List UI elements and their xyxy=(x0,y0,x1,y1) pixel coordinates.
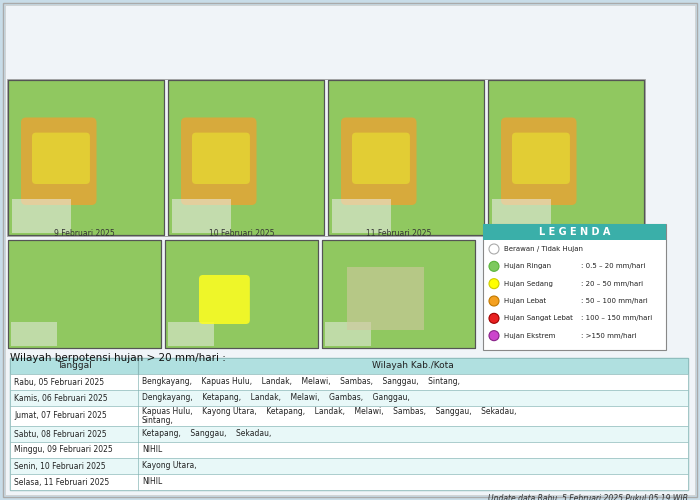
FancyBboxPatch shape xyxy=(21,118,97,205)
FancyBboxPatch shape xyxy=(32,132,90,184)
Text: Tanggal: Tanggal xyxy=(57,362,92,370)
FancyBboxPatch shape xyxy=(322,240,475,348)
FancyBboxPatch shape xyxy=(10,358,688,490)
FancyBboxPatch shape xyxy=(10,474,688,490)
Circle shape xyxy=(489,278,499,288)
Text: Wilayah Kab./Kota: Wilayah Kab./Kota xyxy=(372,362,454,370)
FancyBboxPatch shape xyxy=(10,442,688,458)
Text: Minggu, 09 Februari 2025: Minggu, 09 Februari 2025 xyxy=(14,446,113,454)
Text: Bengkayang,    Kapuas Hulu,    Landak,    Melawi,    Sambas,    Sanggau,    Sint: Bengkayang, Kapuas Hulu, Landak, Melawi,… xyxy=(142,378,460,386)
FancyBboxPatch shape xyxy=(8,80,164,235)
Text: Selasa, 11 Februari 2025: Selasa, 11 Februari 2025 xyxy=(14,478,109,486)
FancyBboxPatch shape xyxy=(332,199,391,233)
Text: Rabu, 05 Februari 2025: Rabu, 05 Februari 2025 xyxy=(14,378,104,386)
FancyBboxPatch shape xyxy=(12,199,71,233)
Text: : 0.5 – 20 mm/hari: : 0.5 – 20 mm/hari xyxy=(581,264,645,270)
FancyBboxPatch shape xyxy=(10,426,688,442)
FancyBboxPatch shape xyxy=(8,240,161,348)
Text: 11 Februari 2025: 11 Februari 2025 xyxy=(366,229,431,238)
FancyBboxPatch shape xyxy=(199,275,250,324)
FancyBboxPatch shape xyxy=(341,118,416,205)
FancyBboxPatch shape xyxy=(168,322,214,346)
Circle shape xyxy=(489,296,499,306)
FancyBboxPatch shape xyxy=(5,5,695,495)
Circle shape xyxy=(489,244,499,254)
Text: Sabtu, 08 Februari 2025: Sabtu, 08 Februari 2025 xyxy=(14,430,106,438)
Text: Senin, 10 Februari 2025: Senin, 10 Februari 2025 xyxy=(14,462,106,470)
Text: Jumat, 07 Februari 2025: Jumat, 07 Februari 2025 xyxy=(14,412,106,420)
Text: L E G E N D A: L E G E N D A xyxy=(539,227,610,237)
FancyBboxPatch shape xyxy=(172,199,231,233)
Text: NIHIL: NIHIL xyxy=(142,478,162,486)
FancyBboxPatch shape xyxy=(325,322,371,346)
FancyBboxPatch shape xyxy=(483,224,666,240)
FancyBboxPatch shape xyxy=(192,132,250,184)
Text: : 20 – 50 mm/hari: : 20 – 50 mm/hari xyxy=(581,280,643,286)
Text: : 100 – 150 mm/hari: : 100 – 150 mm/hari xyxy=(581,316,652,322)
FancyBboxPatch shape xyxy=(10,358,688,374)
Text: Dengkayang,    Ketapang,    Landak,    Melawi,    Gambas,    Ganggau,: Dengkayang, Ketapang, Landak, Melawi, Ga… xyxy=(142,394,410,402)
FancyBboxPatch shape xyxy=(328,80,484,235)
FancyBboxPatch shape xyxy=(181,118,256,205)
Text: NIHIL: NIHIL xyxy=(142,446,162,454)
FancyBboxPatch shape xyxy=(488,80,644,235)
Text: Kapuas Hulu,    Kayong Utara,    Ketapang,    Landak,    Melawi,    Sambas,    S: Kapuas Hulu, Kayong Utara, Ketapang, Lan… xyxy=(142,407,517,416)
Text: 9 Februari 2025: 9 Februari 2025 xyxy=(54,229,115,238)
Text: Hujan Ringan: Hujan Ringan xyxy=(504,264,551,270)
FancyBboxPatch shape xyxy=(168,80,324,235)
FancyBboxPatch shape xyxy=(10,406,688,426)
Text: Kamis, 06 Februari 2025: Kamis, 06 Februari 2025 xyxy=(14,394,108,402)
Text: Kayong Utara,: Kayong Utara, xyxy=(142,462,197,470)
FancyBboxPatch shape xyxy=(512,132,570,184)
Text: Hujan Sangat Lebat: Hujan Sangat Lebat xyxy=(504,316,573,322)
FancyBboxPatch shape xyxy=(10,458,688,474)
FancyBboxPatch shape xyxy=(347,268,424,330)
Text: Sintang,: Sintang, xyxy=(142,416,174,425)
Text: : >150 mm/hari: : >150 mm/hari xyxy=(581,332,636,338)
Circle shape xyxy=(489,314,499,324)
Circle shape xyxy=(489,330,499,340)
Circle shape xyxy=(489,262,499,272)
FancyBboxPatch shape xyxy=(483,224,666,350)
Text: Wilayah berpotensi hujan > 20 mm/hari :: Wilayah berpotensi hujan > 20 mm/hari : xyxy=(10,353,226,363)
Text: Hujan Ekstrem: Hujan Ekstrem xyxy=(504,332,555,338)
FancyBboxPatch shape xyxy=(11,322,57,346)
FancyBboxPatch shape xyxy=(352,132,410,184)
Text: Hujan Sedang: Hujan Sedang xyxy=(504,280,553,286)
FancyBboxPatch shape xyxy=(165,240,318,348)
Text: Berawan / Tidak Hujan: Berawan / Tidak Hujan xyxy=(504,246,583,252)
FancyBboxPatch shape xyxy=(501,118,577,205)
Text: : 50 – 100 mm/hari: : 50 – 100 mm/hari xyxy=(581,298,648,304)
FancyBboxPatch shape xyxy=(10,374,688,390)
FancyBboxPatch shape xyxy=(10,390,688,406)
Text: Update data Rabu, 5 Februari 2025 Pukul 05.19 WIB: Update data Rabu, 5 Februari 2025 Pukul … xyxy=(488,494,688,500)
Text: 10 Februari 2025: 10 Februari 2025 xyxy=(209,229,274,238)
Text: Hujan Lebat: Hujan Lebat xyxy=(504,298,546,304)
Text: Ketapang,    Sanggau,    Sekadau,: Ketapang, Sanggau, Sekadau, xyxy=(142,430,272,438)
FancyBboxPatch shape xyxy=(492,199,552,233)
